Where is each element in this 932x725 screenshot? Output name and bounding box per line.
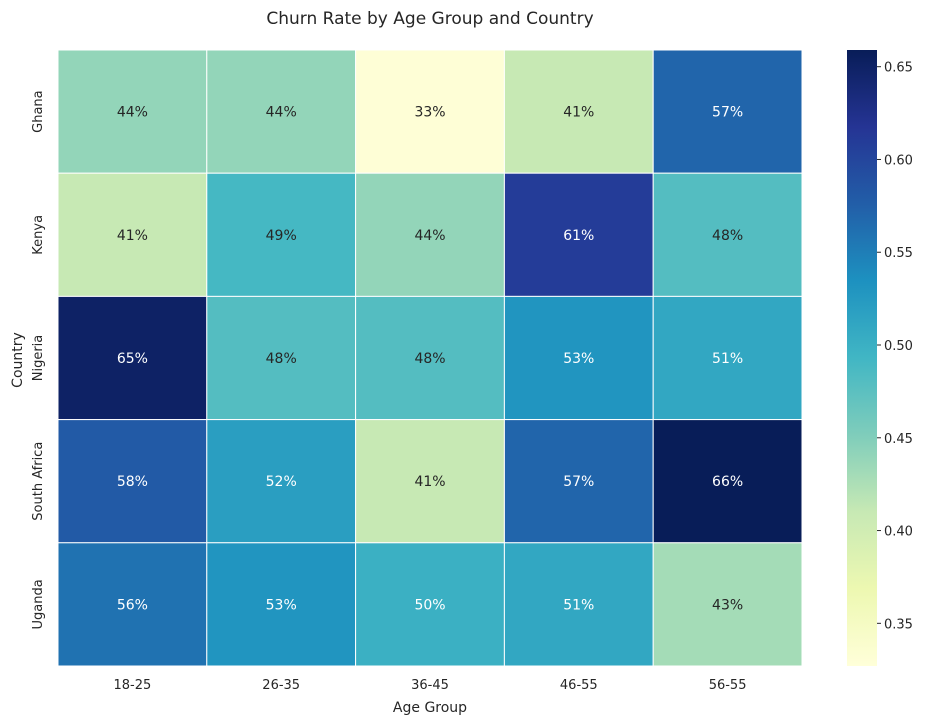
y-axis-label: Country bbox=[10, 332, 26, 388]
cell-value-label: 49% bbox=[266, 228, 297, 244]
colorbar-tick-label: 0.45 bbox=[884, 432, 913, 447]
heatmap-cell bbox=[57, 542, 208, 667]
cell-value-label: 44% bbox=[414, 228, 445, 244]
cell-value-label: 44% bbox=[117, 105, 148, 121]
x-axis-label: Age Group bbox=[393, 700, 467, 716]
heatmap-cell bbox=[57, 172, 208, 297]
heatmap-cell bbox=[503, 295, 654, 421]
cell-value-label: 53% bbox=[563, 351, 594, 367]
heatmap-cell bbox=[652, 542, 803, 667]
cell-value-label: 50% bbox=[414, 597, 445, 613]
x-tick-label: 36-45 bbox=[411, 678, 449, 693]
cell-value-label: 66% bbox=[712, 474, 743, 490]
heatmap-cell bbox=[206, 295, 357, 421]
y-tick-label: Nigeria bbox=[31, 335, 46, 382]
cell-value-label: 65% bbox=[117, 351, 148, 367]
cell-value-label: 33% bbox=[414, 105, 445, 121]
y-tick-label: Ghana bbox=[31, 90, 46, 133]
heatmap-cell bbox=[503, 49, 654, 174]
cell-value-label: 58% bbox=[117, 474, 148, 490]
heatmap-cell bbox=[355, 49, 505, 174]
heatmap-cell bbox=[503, 419, 654, 544]
cell-value-label: 51% bbox=[563, 597, 594, 613]
x-axis-ticks: 18-25 26-35 36-45 46-55 56-55 bbox=[114, 678, 747, 693]
heatmap-cell bbox=[652, 172, 803, 297]
x-tick-label: 56-55 bbox=[709, 678, 747, 693]
heatmap-grid: 44% 44% 33% 41% 57% 41% 49% 44% 61% 48% 65% 48% 48% 5… bbox=[57, 49, 803, 667]
y-tick-label: Uganda bbox=[31, 579, 46, 629]
y-tick-label: South Africa bbox=[31, 442, 46, 521]
heatmap-cell bbox=[57, 419, 208, 544]
colorbar-tick-label: 0.60 bbox=[884, 153, 913, 168]
heatmap-cell bbox=[206, 542, 357, 667]
x-tick-label: 26-35 bbox=[262, 678, 300, 693]
cell-value-label: 41% bbox=[117, 228, 148, 244]
chart-title: Churn Rate by Age Group and Country bbox=[266, 9, 593, 29]
colorbar-tick-label: 0.55 bbox=[884, 246, 913, 261]
colorbar-tick-label: 0.40 bbox=[884, 525, 913, 540]
heatmap-cell bbox=[652, 419, 803, 544]
y-axis-ticks: Ghana Kenya Nigeria South Africa Uganda bbox=[31, 90, 46, 629]
heatmap-cell bbox=[355, 172, 505, 297]
colorbar bbox=[847, 50, 877, 666]
cell-value-label: 44% bbox=[266, 105, 297, 121]
heatmap-cell bbox=[355, 542, 505, 667]
colorbar-tick-label: 0.65 bbox=[884, 61, 913, 76]
y-tick-label: Kenya bbox=[31, 215, 46, 255]
cell-value-label: 43% bbox=[712, 597, 743, 613]
heatmap-cell bbox=[355, 295, 505, 421]
cell-value-label: 57% bbox=[563, 474, 594, 490]
cell-value-label: 48% bbox=[414, 351, 445, 367]
cell-value-label: 51% bbox=[712, 351, 743, 367]
cell-value-label: 48% bbox=[712, 228, 743, 244]
cell-value-label: 53% bbox=[266, 597, 297, 613]
heatmap-cell bbox=[206, 49, 357, 174]
colorbar-ticks: 0.35 0.40 0.45 0.50 0.55 0.60 0.65 bbox=[877, 61, 913, 632]
heatmap-cell bbox=[355, 419, 505, 544]
heatmap-cell bbox=[57, 49, 208, 174]
cell-value-label: 57% bbox=[712, 105, 743, 121]
cell-value-label: 48% bbox=[266, 351, 297, 367]
cell-value-label: 41% bbox=[414, 474, 445, 490]
colorbar-tick-label: 0.50 bbox=[884, 339, 913, 354]
x-tick-label: 46-55 bbox=[560, 678, 598, 693]
cell-value-label: 56% bbox=[117, 597, 148, 613]
cell-value-label: 52% bbox=[266, 474, 297, 490]
heatmap-cell bbox=[652, 49, 803, 174]
x-tick-label: 18-25 bbox=[114, 678, 152, 693]
heatmap-cell bbox=[652, 295, 803, 421]
cell-value-label: 61% bbox=[563, 228, 594, 244]
heatmap-cell bbox=[206, 419, 357, 544]
colorbar-tick-label: 0.35 bbox=[884, 617, 913, 632]
cell-value-label: 41% bbox=[563, 105, 594, 121]
